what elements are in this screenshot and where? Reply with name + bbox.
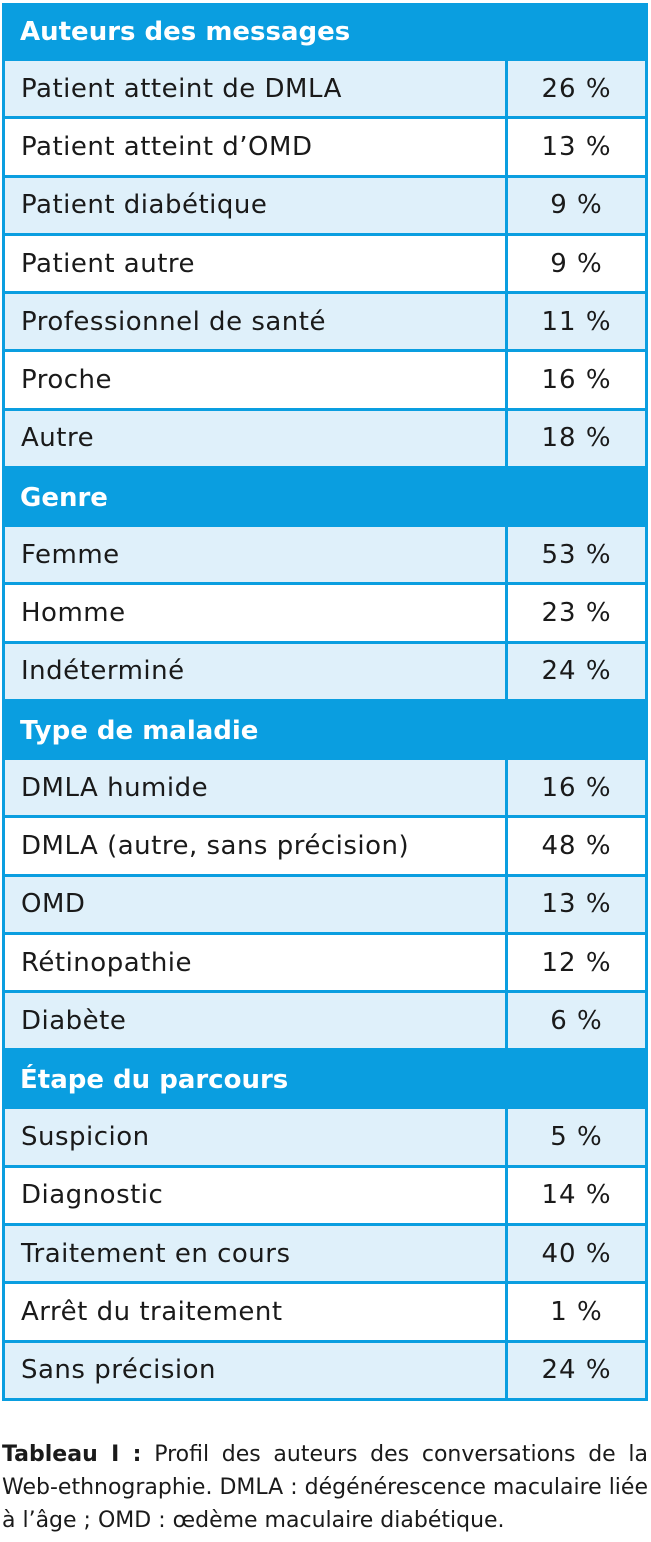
table-row: Suspicion 5 % xyxy=(2,1109,648,1168)
section-header: Étape du parcours xyxy=(2,1051,648,1110)
table-row: Patient diabétique 9 % xyxy=(2,177,648,236)
row-label: Diabète xyxy=(5,993,508,1049)
table-row: Patient atteint de DMLA 26 % xyxy=(2,61,648,120)
row-value: 18 % xyxy=(541,423,612,454)
row-label: Professionnel de santé xyxy=(5,294,508,350)
row-label: Traitement en cours xyxy=(5,1226,508,1282)
row-value: 5 % xyxy=(550,1122,603,1153)
row-value: 13 % xyxy=(541,131,612,162)
row-value: 53 % xyxy=(541,539,612,570)
row-label: Patient autre xyxy=(5,235,508,292)
table-row: Homme 23 % xyxy=(2,585,648,644)
row-value: 12 % xyxy=(541,947,612,978)
caption-text: Profil des auteurs des conversations de … xyxy=(2,1442,648,1533)
row-value: 1 % xyxy=(550,1296,603,1327)
row-value: 24 % xyxy=(541,656,612,687)
table-row: Patient atteint d’OMD 13 % xyxy=(2,119,648,178)
row-label: Autre xyxy=(5,410,508,467)
section-header: Type de maladie xyxy=(2,701,648,760)
table-row: DMLA (autre, sans précision) 48 % xyxy=(2,818,648,877)
table-row: DMLA humide 16 % xyxy=(2,759,648,819)
table-row: Arrêt du traitement 1 % xyxy=(2,1284,648,1343)
row-value: 9 % xyxy=(550,190,603,221)
row-value: 24 % xyxy=(541,1355,612,1386)
row-label: Indéterminé xyxy=(5,643,508,699)
row-value: 11 % xyxy=(541,306,612,337)
row-label: Rétinopathie xyxy=(5,934,508,991)
row-value: 16 % xyxy=(541,772,612,803)
row-label: Patient atteint d’OMD xyxy=(5,119,508,175)
row-label: Proche xyxy=(5,352,508,408)
row-value: 13 % xyxy=(541,889,612,920)
table-caption: Tableau I : Profil des auteurs des conve… xyxy=(2,1438,648,1537)
row-label: Femme xyxy=(5,527,508,583)
table-row: Professionnel de santé 11 % xyxy=(2,294,648,353)
table-row: Femme 53 % xyxy=(2,527,648,586)
row-value: 6 % xyxy=(550,1005,603,1036)
table-row: Sans précision 24 % xyxy=(2,1342,648,1401)
row-label: DMLA humide xyxy=(5,759,508,816)
row-label: OMD xyxy=(5,876,508,932)
row-value: 23 % xyxy=(541,598,612,629)
table-row: Rétinopathie 12 % xyxy=(2,934,648,994)
row-label: DMLA (autre, sans précision) xyxy=(5,818,508,874)
row-value: 9 % xyxy=(550,248,603,279)
row-value: 16 % xyxy=(541,365,612,396)
row-label: Patient diabétique xyxy=(5,177,508,233)
table-row: Autre 18 % xyxy=(2,410,648,470)
row-label: Sans précision xyxy=(5,1342,508,1398)
table-row: Traitement en cours 40 % xyxy=(2,1226,648,1285)
table-row: OMD 13 % xyxy=(2,876,648,935)
section-header: Auteurs des messages xyxy=(2,3,648,61)
data-table: Auteurs des messages Patient atteint de D… xyxy=(2,3,648,1401)
section-header: Genre xyxy=(2,469,648,528)
row-label: Suspicion xyxy=(5,1109,508,1165)
table-row: Indéterminé 24 % xyxy=(2,643,648,702)
caption-label: Tableau I : xyxy=(2,1442,142,1467)
row-value: 14 % xyxy=(541,1180,612,1211)
row-label: Homme xyxy=(5,585,508,641)
table-row: Diabète 6 % xyxy=(2,993,648,1052)
table-row: Diagnostic 14 % xyxy=(2,1167,648,1227)
table-row: Proche 16 % xyxy=(2,352,648,411)
row-label: Arrêt du traitement xyxy=(5,1284,508,1340)
table-row: Patient autre 9 % xyxy=(2,235,648,295)
row-label: Patient atteint de DMLA xyxy=(5,61,508,117)
row-label: Diagnostic xyxy=(5,1167,508,1224)
row-value: 40 % xyxy=(541,1238,612,1269)
row-value: 26 % xyxy=(541,73,612,104)
row-value: 48 % xyxy=(541,830,612,861)
